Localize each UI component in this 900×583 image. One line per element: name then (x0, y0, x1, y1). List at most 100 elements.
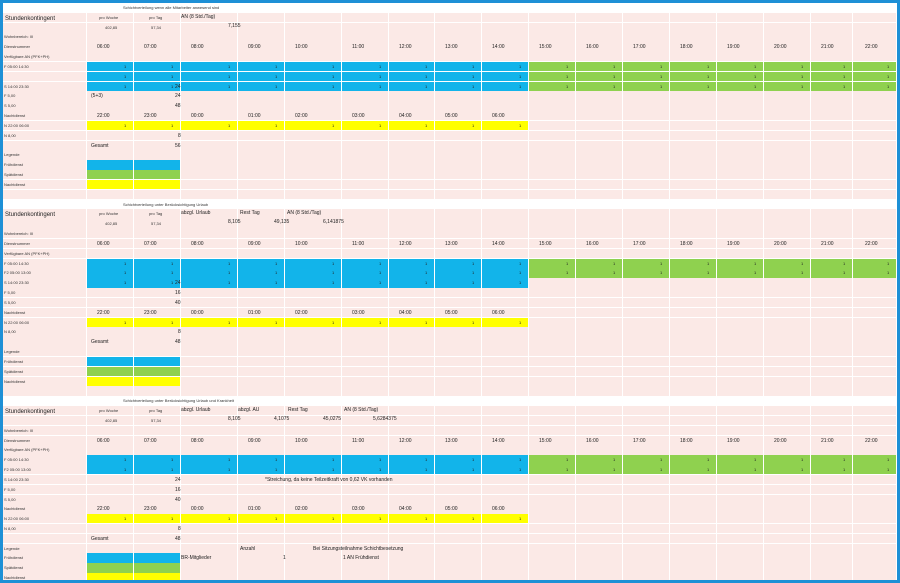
cell[interactable] (435, 12, 482, 24)
cell[interactable] (811, 327, 853, 338)
cell[interactable] (670, 12, 717, 24)
cell[interactable] (576, 445, 623, 456)
cell[interactable] (482, 150, 529, 161)
cell[interactable] (529, 553, 576, 564)
cell[interactable] (623, 120, 670, 132)
cell[interactable] (342, 209, 389, 220)
cell[interactable] (529, 563, 576, 574)
cell[interactable] (670, 317, 717, 328)
cell[interactable] (576, 229, 623, 240)
cell[interactable] (285, 81, 342, 92)
cell[interactable] (482, 101, 529, 112)
cell[interactable] (853, 543, 897, 554)
cell[interactable] (87, 396, 134, 407)
cell[interactable] (670, 288, 717, 299)
cell[interactable] (853, 61, 897, 73)
cell[interactable] (285, 229, 342, 240)
cell[interactable] (87, 120, 134, 132)
cell[interactable] (389, 494, 435, 505)
cell[interactable] (623, 229, 670, 240)
cell[interactable] (435, 3, 482, 14)
cell[interactable] (529, 199, 576, 210)
cell[interactable] (238, 170, 285, 181)
cell[interactable] (435, 22, 482, 33)
cell[interactable] (623, 42, 670, 53)
cell[interactable] (576, 406, 623, 417)
cell[interactable] (764, 307, 811, 319)
cell[interactable] (623, 356, 670, 368)
cell[interactable] (134, 465, 181, 476)
cell[interactable] (529, 12, 576, 24)
cell[interactable] (3, 435, 87, 446)
cell[interactable] (853, 81, 897, 92)
cell[interactable] (238, 179, 285, 191)
cell[interactable] (181, 278, 238, 289)
cell[interactable] (576, 327, 623, 338)
cell[interactable] (670, 474, 717, 486)
cell[interactable] (717, 307, 764, 319)
cell[interactable] (3, 356, 87, 368)
cell[interactable] (3, 199, 87, 210)
cell[interactable] (853, 189, 897, 201)
cell[interactable] (435, 327, 482, 338)
cell[interactable] (342, 356, 389, 368)
cell[interactable] (342, 425, 389, 437)
cell[interactable] (853, 376, 897, 387)
cell[interactable] (717, 474, 764, 486)
cell[interactable] (764, 179, 811, 191)
cell[interactable] (482, 317, 529, 328)
cell[interactable] (853, 140, 897, 151)
cell[interactable] (764, 415, 811, 427)
cell[interactable] (670, 81, 717, 92)
cell[interactable] (435, 199, 482, 210)
cell[interactable] (285, 406, 342, 417)
cell[interactable] (576, 150, 623, 161)
cell[interactable] (342, 307, 389, 319)
cell[interactable] (3, 209, 87, 220)
cell[interactable] (717, 337, 764, 348)
cell[interactable] (623, 514, 670, 525)
cell[interactable] (623, 415, 670, 427)
cell[interactable] (3, 543, 87, 554)
cell[interactable] (576, 209, 623, 220)
cell[interactable] (134, 150, 181, 161)
cell[interactable] (811, 91, 853, 102)
cell[interactable] (853, 238, 897, 250)
cell[interactable] (342, 327, 389, 338)
cell[interactable] (238, 71, 285, 83)
cell[interactable] (853, 474, 897, 486)
cell[interactable] (238, 278, 285, 289)
cell[interactable] (342, 140, 389, 151)
cell[interactable] (482, 170, 529, 181)
cell[interactable] (3, 474, 87, 486)
cell[interactable] (853, 199, 897, 210)
cell[interactable] (3, 170, 87, 181)
cell[interactable] (576, 425, 623, 437)
cell[interactable] (435, 278, 482, 289)
cell[interactable] (285, 189, 342, 201)
cell[interactable] (238, 396, 285, 407)
cell[interactable] (811, 356, 853, 368)
cell[interactable] (181, 258, 238, 269)
cell[interactable] (435, 415, 482, 427)
cell[interactable] (529, 455, 576, 466)
cell[interactable] (623, 189, 670, 201)
cell[interactable] (764, 219, 811, 230)
cell[interactable] (623, 3, 670, 14)
cell[interactable] (853, 209, 897, 220)
cell[interactable] (3, 455, 87, 466)
cell[interactable] (764, 258, 811, 269)
cell[interactable] (623, 523, 670, 535)
cell[interactable] (764, 297, 811, 309)
cell[interactable] (623, 337, 670, 348)
cell[interactable] (134, 219, 181, 230)
cell[interactable] (670, 455, 717, 466)
cell[interactable] (389, 150, 435, 161)
cell[interactable] (670, 396, 717, 407)
cell[interactable] (482, 573, 529, 580)
cell[interactable] (389, 140, 435, 151)
cell[interactable] (238, 347, 285, 358)
cell[interactable] (87, 474, 134, 486)
cell[interactable] (811, 523, 853, 535)
cell[interactable] (764, 71, 811, 83)
